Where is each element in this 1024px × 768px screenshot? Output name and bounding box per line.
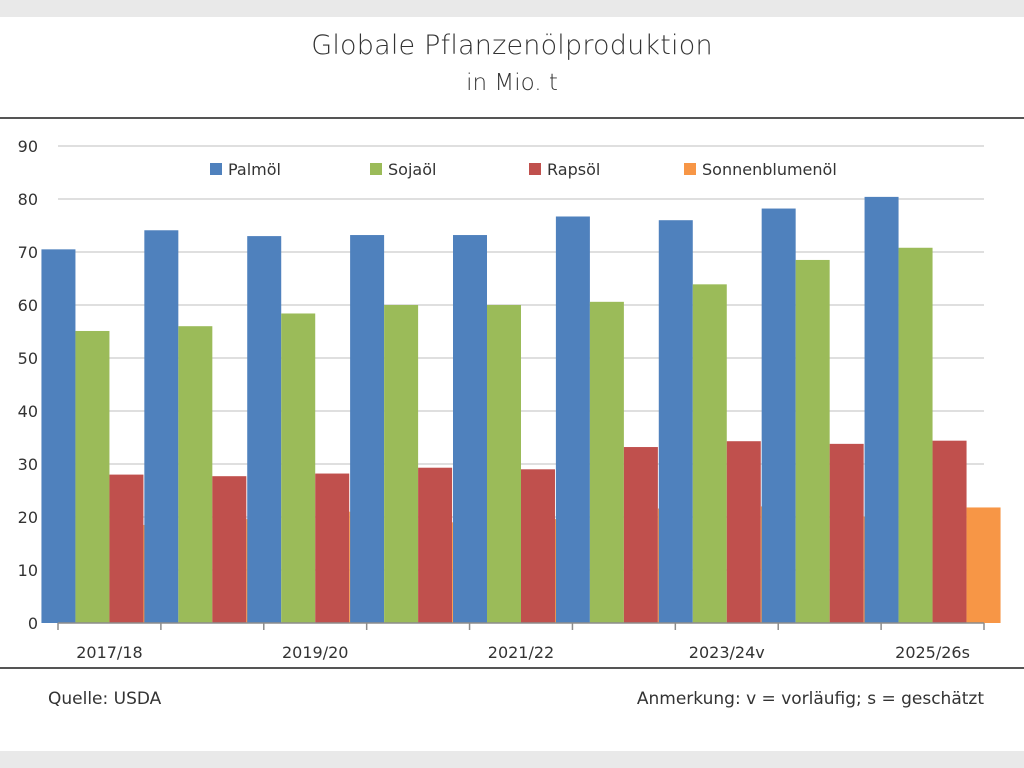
- bar-sojaöl-2024-25: [795, 259, 830, 623]
- y-axis-ticks: 0 10 20 30 40 50 60 70 80 90: [18, 137, 38, 633]
- top-divider: [0, 117, 1024, 119]
- bar-rapsöl-2017-18: [109, 474, 144, 623]
- legend-label: Rapsöl: [547, 160, 600, 179]
- legend-label: Sojaöl: [388, 160, 436, 179]
- annotation-note: Anmerkung: v = vorläufig; s = geschätzt: [636, 689, 984, 709]
- bar-rapsöl-2024-25: [829, 443, 864, 623]
- bar-sojaöl-2020-21: [384, 305, 419, 623]
- chart-title: Globale Pflanzenölproduktion: [311, 30, 713, 61]
- y-tick-label: 30: [18, 455, 38, 474]
- legend-swatch: [370, 163, 382, 175]
- x-axis: [57, 622, 985, 630]
- y-tick-label: 50: [18, 349, 38, 368]
- legend-label: Palmöl: [228, 160, 281, 179]
- bar-rapsöl-2021-22: [521, 469, 555, 623]
- y-tick-label: 20: [18, 508, 38, 527]
- y-tick-label: 60: [18, 296, 38, 315]
- bar-rapsöl-2022-23: [623, 447, 658, 623]
- bar-palmöl-2022-23: [555, 216, 590, 624]
- bar-rapsöl-2020-21: [418, 467, 453, 623]
- bar-sojaöl-2022-23: [589, 301, 624, 623]
- y-tick-label: 90: [18, 137, 38, 156]
- bar-palmöl-2019-20: [247, 236, 282, 623]
- legend-label: Sonnenblumenöl: [702, 160, 837, 179]
- x-tick-label: 2019/20: [282, 643, 348, 662]
- bar-sojaöl-2019-20: [281, 313, 316, 623]
- bar-palmöl-2023-24v: [658, 220, 693, 623]
- chart-subtitle: in Mio. t: [466, 70, 558, 96]
- x-tick-label: 2021/22: [488, 643, 554, 662]
- bar-palmöl-2025-26s: [864, 196, 899, 623]
- y-tick-label: 80: [18, 190, 38, 209]
- bar-palmöl-2020-21: [350, 235, 385, 624]
- y-tick-label: 10: [18, 561, 38, 580]
- x-tick-label: 2023/24v: [689, 643, 765, 662]
- legend-item-sojaöl: Sojaöl: [370, 160, 436, 179]
- legend-item-rapsöl: Rapsöl: [529, 160, 600, 179]
- bar-sonnenblumenöl-2025-26s: [966, 507, 1001, 623]
- x-axis-ticks: 2017/18 2019/20 2021/22 2023/24v 2025/26s: [76, 643, 970, 662]
- bar-rapsöl-2025-26s: [932, 440, 967, 623]
- y-tick-label: 0: [28, 614, 38, 633]
- legend-swatch: [210, 163, 222, 175]
- bars: [41, 196, 1001, 624]
- x-tick-label: 2025/26s: [895, 643, 970, 662]
- legend-swatch: [684, 163, 696, 175]
- bar-rapsöl-2019-20: [315, 473, 350, 623]
- bar-palmöl-2021-22: [453, 235, 487, 624]
- bar-sojaöl-2017-18: [75, 330, 110, 623]
- bar-sojaöl-2021-22: [487, 305, 521, 623]
- x-tick-label: 2017/18: [76, 643, 142, 662]
- y-tick-label: 40: [18, 402, 38, 421]
- bar-palmöl-2018-19: [144, 230, 179, 623]
- legend-swatch: [529, 163, 541, 175]
- bar-palmöl-2024-25: [761, 208, 796, 624]
- bar-sojaöl-2018-19: [178, 326, 213, 623]
- bar-palmöl-2017-18: [41, 249, 76, 623]
- bar-rapsöl-2018-19: [212, 476, 247, 623]
- legend-item-sonnenblumenöl: Sonnenblumenöl: [684, 160, 837, 179]
- bar-sojaöl-2023-24v: [692, 284, 727, 623]
- source-note: Quelle: USDA: [48, 689, 162, 709]
- legend: Palmöl Sojaöl Rapsöl Sonnenblumenöl: [210, 160, 837, 179]
- bottom-divider: [0, 667, 1024, 669]
- y-tick-label: 70: [18, 243, 38, 262]
- bar-sojaöl-2025-26s: [898, 247, 933, 623]
- bar-rapsöl-2023-24v: [726, 441, 761, 623]
- legend-item-palmöl: Palmöl: [210, 160, 281, 179]
